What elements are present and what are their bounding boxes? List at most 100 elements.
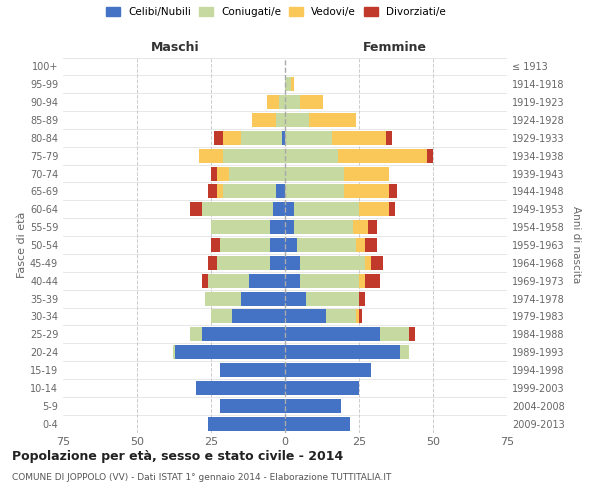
Bar bbox=[300, 256, 365, 270]
Bar bbox=[214, 131, 223, 145]
Bar bbox=[344, 184, 389, 198]
Bar bbox=[285, 292, 306, 306]
Bar bbox=[202, 328, 285, 341]
Bar bbox=[285, 78, 291, 91]
Bar bbox=[371, 256, 383, 270]
Bar bbox=[208, 274, 250, 287]
Bar bbox=[308, 113, 356, 127]
Bar bbox=[232, 310, 285, 324]
Bar bbox=[294, 202, 359, 216]
Bar bbox=[223, 184, 276, 198]
Bar bbox=[297, 238, 356, 252]
Bar bbox=[211, 166, 217, 180]
Bar bbox=[427, 148, 433, 162]
Bar bbox=[285, 345, 400, 359]
Bar bbox=[389, 184, 397, 198]
Bar bbox=[217, 256, 270, 270]
Bar bbox=[368, 220, 377, 234]
Bar bbox=[285, 274, 300, 287]
Bar bbox=[270, 220, 285, 234]
Bar bbox=[285, 363, 371, 377]
Bar bbox=[285, 131, 332, 145]
Bar bbox=[400, 345, 409, 359]
Bar bbox=[223, 148, 285, 162]
Bar bbox=[285, 220, 294, 234]
Bar bbox=[241, 292, 285, 306]
Text: COMUNE DI JOPPOLO (VV) - Dati ISTAT 1° gennaio 2014 - Elaborazione TUTTITALIA.IT: COMUNE DI JOPPOLO (VV) - Dati ISTAT 1° g… bbox=[12, 472, 391, 482]
Bar bbox=[279, 95, 285, 109]
Text: Femmine: Femmine bbox=[362, 41, 427, 54]
Bar bbox=[211, 310, 232, 324]
Bar bbox=[285, 166, 344, 180]
Bar bbox=[353, 220, 368, 234]
Bar bbox=[285, 113, 308, 127]
Text: Popolazione per età, sesso e stato civile - 2014: Popolazione per età, sesso e stato civil… bbox=[12, 450, 343, 463]
Bar bbox=[270, 256, 285, 270]
Bar bbox=[285, 328, 380, 341]
Bar bbox=[211, 238, 220, 252]
Bar bbox=[359, 202, 389, 216]
Bar bbox=[202, 202, 273, 216]
Bar bbox=[253, 113, 276, 127]
Bar bbox=[365, 238, 377, 252]
Bar bbox=[285, 148, 338, 162]
Bar bbox=[338, 148, 427, 162]
Bar bbox=[359, 310, 362, 324]
Bar bbox=[285, 416, 350, 430]
Bar bbox=[359, 292, 365, 306]
Bar bbox=[276, 184, 285, 198]
Bar bbox=[190, 328, 202, 341]
Bar bbox=[220, 363, 285, 377]
Bar bbox=[270, 238, 285, 252]
Bar bbox=[356, 310, 359, 324]
Bar bbox=[285, 381, 359, 395]
Bar bbox=[285, 399, 341, 412]
Bar bbox=[306, 292, 359, 306]
Bar bbox=[202, 274, 208, 287]
Bar bbox=[196, 381, 285, 395]
Y-axis label: Fasce di età: Fasce di età bbox=[17, 212, 27, 278]
Bar bbox=[300, 274, 359, 287]
Bar bbox=[326, 310, 356, 324]
Bar bbox=[291, 78, 294, 91]
Bar bbox=[365, 256, 371, 270]
Y-axis label: Anni di nascita: Anni di nascita bbox=[571, 206, 581, 284]
Bar bbox=[273, 202, 285, 216]
Bar bbox=[285, 95, 300, 109]
Bar bbox=[208, 416, 285, 430]
Legend: Celibi/Nubili, Coniugati/e, Vedovi/e, Divorziati/e: Celibi/Nubili, Coniugati/e, Vedovi/e, Di… bbox=[104, 5, 448, 20]
Bar bbox=[409, 328, 415, 341]
Bar bbox=[285, 184, 344, 198]
Bar bbox=[285, 310, 326, 324]
Bar bbox=[208, 256, 217, 270]
Bar bbox=[267, 95, 279, 109]
Bar bbox=[241, 131, 282, 145]
Bar bbox=[300, 95, 323, 109]
Bar bbox=[344, 166, 389, 180]
Bar bbox=[220, 238, 270, 252]
Bar bbox=[386, 131, 392, 145]
Bar bbox=[282, 131, 285, 145]
Bar bbox=[173, 345, 175, 359]
Bar bbox=[380, 328, 409, 341]
Bar bbox=[223, 131, 241, 145]
Bar bbox=[250, 274, 285, 287]
Bar bbox=[217, 184, 223, 198]
Bar bbox=[175, 345, 285, 359]
Bar bbox=[365, 274, 380, 287]
Bar bbox=[190, 202, 202, 216]
Bar bbox=[211, 220, 270, 234]
Bar bbox=[285, 238, 297, 252]
Bar bbox=[294, 220, 353, 234]
Bar bbox=[208, 184, 217, 198]
Bar bbox=[199, 148, 223, 162]
Bar bbox=[276, 113, 285, 127]
Bar bbox=[217, 166, 229, 180]
Bar bbox=[285, 256, 300, 270]
Bar bbox=[356, 238, 365, 252]
Bar bbox=[205, 292, 241, 306]
Bar bbox=[389, 202, 395, 216]
Bar bbox=[285, 202, 294, 216]
Text: Maschi: Maschi bbox=[151, 41, 200, 54]
Bar bbox=[359, 274, 365, 287]
